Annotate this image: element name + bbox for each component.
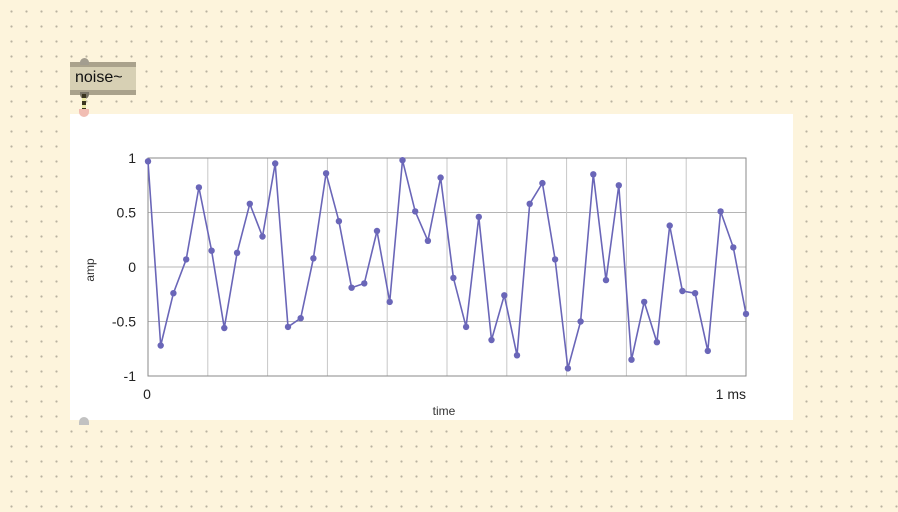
plot-frame (147, 157, 747, 377)
data-point (297, 315, 304, 322)
data-point (322, 170, 330, 177)
data-point (424, 237, 432, 244)
noise-inlet[interactable] (80, 58, 89, 65)
data-point (272, 160, 279, 167)
data-point (233, 249, 241, 256)
x-axis-label: time (433, 404, 456, 418)
data-point (399, 157, 406, 164)
x-tick-start: 0 (143, 386, 151, 402)
data-point (475, 213, 482, 221)
data-point (462, 323, 470, 331)
y-tick-label: 1 (128, 150, 136, 166)
data-point (259, 233, 266, 240)
data-point (501, 292, 508, 299)
data-point (628, 356, 635, 363)
scope-outlet[interactable] (79, 417, 89, 425)
data-point (539, 179, 546, 187)
data-point (450, 274, 457, 282)
data-point (590, 171, 597, 178)
data-point (704, 347, 711, 355)
data-point (208, 247, 215, 254)
scope-panel: 1 0.5 0 -0.5 -1 0 1 ms time amp (70, 109, 793, 425)
data-point (691, 290, 699, 297)
data-point (170, 290, 177, 297)
series-line (147, 160, 747, 369)
data-point (310, 255, 317, 262)
data-point (361, 280, 368, 287)
y-tick-label: -0.5 (112, 314, 136, 330)
y-tick-label: 0.5 (117, 205, 137, 221)
data-point (144, 158, 152, 165)
data-point (195, 184, 203, 191)
noise-object-label: noise~ (75, 69, 123, 86)
data-point (183, 256, 190, 263)
scope-inlet[interactable] (79, 109, 89, 117)
data-point (513, 352, 521, 359)
data-point (386, 298, 393, 306)
y-tick-label: 0 (128, 259, 136, 275)
data-point (615, 182, 622, 189)
data-point (284, 323, 292, 331)
data-point (602, 276, 610, 284)
data-point (730, 244, 737, 251)
y-axis-label: amp (83, 258, 97, 282)
data-point (641, 298, 648, 306)
data-point (157, 342, 164, 349)
noise-object[interactable]: noise~ (70, 58, 136, 99)
data-point (742, 310, 750, 318)
x-tick-end: 1 ms (716, 386, 746, 402)
data-point (717, 208, 724, 215)
data-point (526, 200, 533, 207)
data-point (488, 336, 495, 344)
data-point (246, 200, 253, 207)
data-point (679, 287, 686, 295)
data-point (564, 365, 572, 372)
data-point (412, 208, 419, 215)
waveform-chart: 1 0.5 0 -0.5 -1 0 1 ms time amp (83, 150, 750, 418)
data-point (653, 339, 661, 346)
data-point (373, 227, 381, 235)
data-point (348, 284, 355, 291)
data-point (666, 222, 673, 229)
y-tick-label: -1 (124, 368, 137, 384)
data-point (221, 324, 228, 332)
data-point (577, 318, 584, 325)
data-point (335, 218, 343, 225)
patch-cord[interactable] (82, 94, 86, 114)
data-point (551, 256, 559, 263)
data-point (437, 174, 444, 181)
